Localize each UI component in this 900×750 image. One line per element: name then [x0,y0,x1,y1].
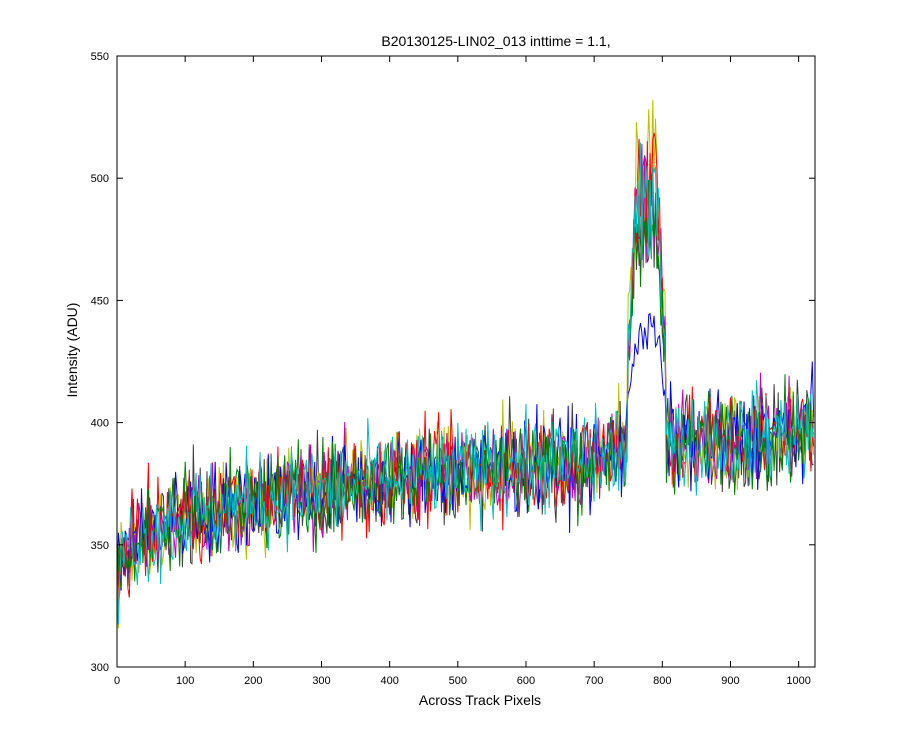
plot-lines [116,99,815,629]
plot-frame [116,55,816,668]
y-tick-label: 450 [91,295,109,307]
x-tick-label: 100 [176,675,194,687]
x-tick-label: 300 [312,675,330,687]
x-tick-label: 200 [244,675,262,687]
x-axis-label: Across Track Pixels [419,692,541,708]
x-tick-label: 900 [721,675,739,687]
x-tick-label: 400 [380,675,398,687]
y-tick-label: 350 [91,540,109,552]
x-tick-label: 1000 [786,675,810,687]
y-tick-label: 500 [91,173,109,185]
series-line [116,142,815,625]
y-axis-label: Intensity (ADU) [64,303,80,398]
x-tick-label: 0 [114,675,120,687]
x-tick-label: 600 [517,675,535,687]
y-axis-ticks: 300 350 400 450 500 550 [91,51,815,674]
x-axis-ticks: 0 100 200 300 400 500 600 700 800 900 1000 [114,56,811,687]
y-tick-label: 550 [91,51,109,63]
x-tick-label: 500 [449,675,467,687]
x-tick-label: 800 [653,675,671,687]
x-tick-label: 700 [585,675,603,687]
y-tick-label: 300 [91,662,109,674]
y-tick-label: 400 [91,418,109,430]
chart-title: B20130125-LIN02_013 inttime = 1.1, [381,33,610,49]
